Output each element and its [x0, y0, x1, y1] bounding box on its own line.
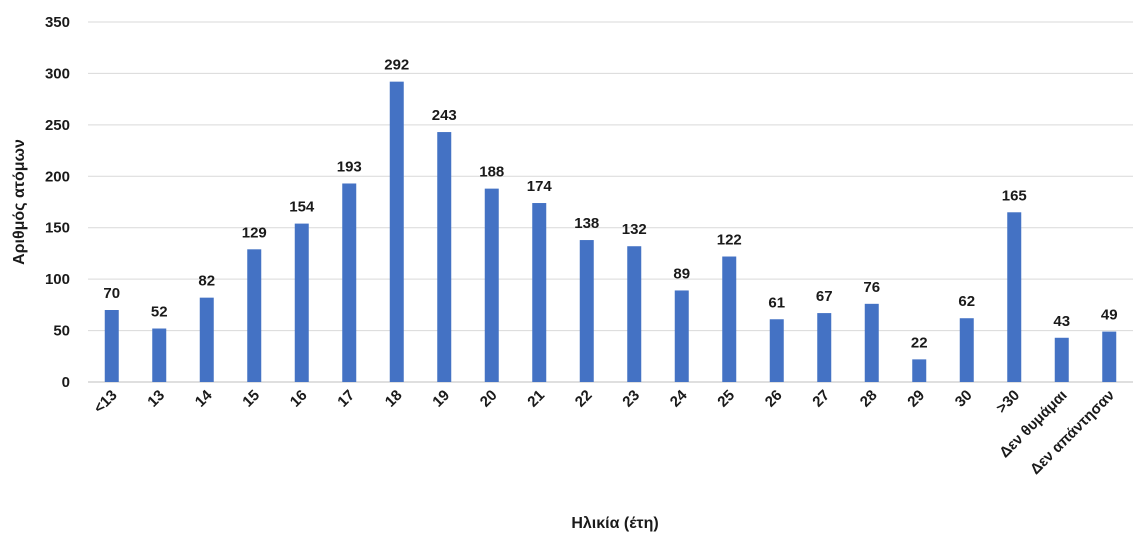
x-tick-label: 23	[619, 387, 643, 411]
y-tick-label: 0	[62, 374, 70, 391]
y-tick-label: 300	[45, 65, 70, 82]
data-label: 22	[911, 334, 928, 351]
x-tick-label: 17	[334, 387, 358, 411]
data-label: 174	[527, 178, 553, 195]
x-tick-label: 29	[904, 387, 928, 411]
x-tick-label: 28	[857, 387, 881, 411]
bar	[817, 313, 832, 382]
data-label: 132	[622, 221, 647, 238]
bar	[437, 132, 452, 382]
data-label: 43	[1053, 313, 1070, 330]
bar	[579, 240, 594, 382]
data-labels: 70 52 82 129 154 193 292 243 188 174 138 132 89 122 61…	[103, 57, 1117, 352]
data-label: 193	[337, 158, 362, 175]
x-tick-label: 26	[762, 387, 786, 411]
y-tick-label: 250	[45, 117, 70, 134]
y-tick-label: 150	[45, 220, 70, 237]
bar	[959, 318, 974, 382]
x-tick-label: 30	[952, 387, 976, 411]
y-tick-label: 200	[45, 168, 70, 185]
x-tick-label: 20	[477, 387, 501, 411]
bar	[342, 183, 357, 382]
bar	[627, 246, 642, 382]
x-tick-label: 13	[144, 387, 168, 411]
x-tick-label: 21	[524, 387, 548, 411]
bar	[769, 319, 784, 382]
x-tick-label: 16	[287, 387, 311, 411]
y-axis-ticks: 0 50 100 150 200 250 300 350	[45, 14, 70, 391]
x-tick-label: 24	[667, 386, 691, 410]
bar	[104, 310, 119, 382]
data-label: 70	[103, 285, 120, 302]
data-label: 154	[289, 199, 315, 216]
data-label: 67	[816, 288, 833, 305]
x-tick-label: 15	[239, 387, 263, 411]
data-label: 82	[198, 273, 215, 290]
x-tick-label: 14	[192, 386, 216, 410]
y-tick-label: 50	[53, 323, 70, 340]
bars	[104, 81, 1117, 383]
y-tick-label: 350	[45, 14, 70, 31]
x-tick-label: <13	[91, 387, 121, 417]
gridlines	[88, 21, 1133, 332]
x-tick-label: 22	[572, 387, 596, 411]
data-label: 165	[1002, 187, 1027, 204]
bar	[532, 203, 547, 382]
x-axis-title: Ηλικία (έτη)	[571, 515, 658, 532]
data-label: 49	[1101, 307, 1118, 324]
bar	[1054, 337, 1069, 382]
bar	[1102, 331, 1117, 382]
x-tick-label: 25	[714, 387, 738, 411]
data-label: 62	[958, 293, 975, 310]
bar	[912, 359, 927, 382]
x-tick-label: 18	[382, 387, 406, 411]
x-tick-label: 27	[809, 387, 833, 411]
bar	[294, 223, 309, 382]
bar	[199, 297, 214, 382]
data-label: 122	[717, 232, 742, 249]
x-tick-label: Δεν απάντησαν	[1027, 387, 1118, 478]
bar	[247, 249, 262, 382]
bar	[389, 81, 404, 383]
bar	[722, 256, 737, 382]
y-tick-label: 100	[45, 271, 70, 288]
data-label: 89	[673, 265, 690, 282]
bar	[152, 328, 167, 382]
data-label: 292	[384, 57, 409, 74]
data-label: 76	[863, 279, 880, 296]
bar	[484, 188, 499, 382]
y-axis-title: Αριθμός ατόμων	[11, 139, 28, 265]
bar	[1007, 212, 1022, 382]
data-label: 243	[432, 107, 457, 124]
data-label: 129	[242, 224, 267, 241]
data-label: 61	[768, 294, 785, 311]
data-label: 52	[151, 304, 168, 321]
data-label: 188	[479, 164, 504, 181]
bar	[864, 303, 879, 382]
x-tick-label: >30	[993, 387, 1023, 417]
x-axis-ticks: <13 13 14 15 16 17 18 19 20 21 22 23 24 25 26 27 28 29 30 >…	[91, 386, 1119, 478]
data-label: 138	[574, 215, 599, 232]
x-tick-label: 19	[429, 387, 453, 411]
bar	[674, 290, 689, 382]
